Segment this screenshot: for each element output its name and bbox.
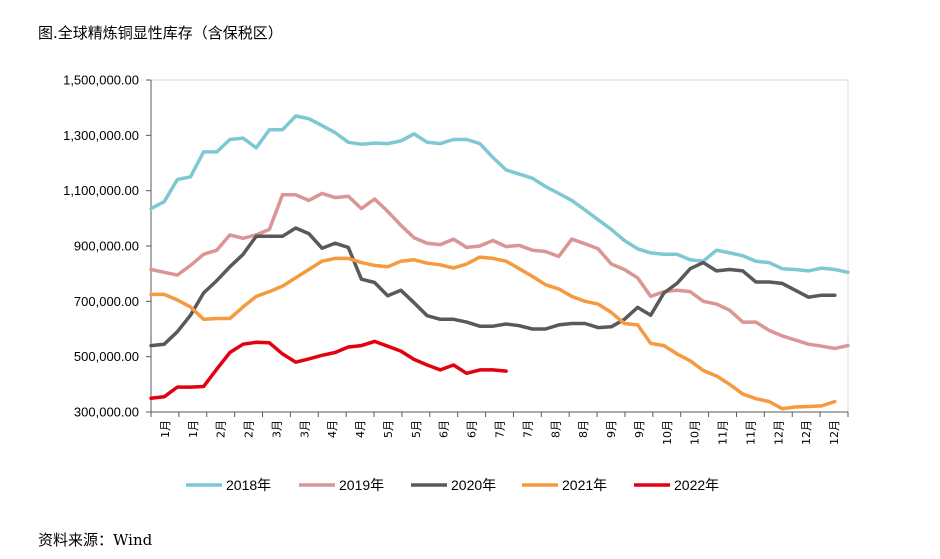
legend-label: 2018年 [226, 477, 271, 493]
x-tick-label: 11月 [717, 420, 730, 445]
series-line-2019年 [149, 191, 850, 351]
x-tick-label: 2月 [243, 420, 256, 438]
x-tick-label: 12月 [800, 420, 813, 445]
series-line-2021年 [149, 255, 837, 411]
x-tick-label: 11月 [744, 420, 757, 445]
series-line-2022年 [149, 339, 508, 400]
x-tick-label: 5月 [410, 420, 423, 438]
x-tick-label: 4月 [354, 420, 367, 438]
x-tick-label: 10月 [689, 420, 702, 445]
y-tick-label: 300,000.00 [74, 405, 139, 420]
x-tick-label: 8月 [549, 420, 562, 438]
x-tick-label: 6月 [466, 420, 479, 438]
y-tick-label: 1,300,000.00 [63, 128, 139, 143]
y-tick-label: 700,000.00 [74, 294, 139, 309]
x-tick-label: 4月 [326, 420, 339, 438]
x-tick-label: 1月 [159, 420, 172, 438]
x-tick-label: 7月 [521, 420, 534, 438]
legend-label: 2021年 [562, 477, 607, 493]
legend-label: 2019年 [339, 477, 384, 493]
plot-area [150, 79, 849, 413]
x-tick-label: 3月 [298, 420, 311, 438]
legend-label: 2020年 [451, 477, 496, 493]
x-tick-label: 1月 [187, 420, 200, 438]
x-tick-label: 7月 [494, 420, 507, 438]
x-tick-label: 9月 [605, 420, 618, 438]
chart-title: 图.全球精炼铜显性库存（含保税区） [38, 24, 283, 42]
x-tick-label: 10月 [661, 420, 674, 445]
y-tick-label: 500,000.00 [74, 349, 139, 364]
series-line-2018年 [149, 114, 850, 275]
x-tick-label: 6月 [438, 420, 451, 438]
y-tick-label: 1,100,000.00 [63, 183, 139, 198]
x-tick-label: 2月 [215, 420, 228, 438]
x-tick-label: 12月 [828, 420, 841, 445]
x-tick-label: 9月 [633, 420, 646, 438]
legend-label: 2022年 [674, 477, 719, 493]
x-tick-label: 12月 [772, 420, 785, 445]
x-tick-label: 8月 [577, 420, 590, 438]
y-tick-label: 1,500,000.00 [63, 73, 139, 88]
source-note: 资料来源：Wind [38, 531, 153, 549]
series-line-2020年 [149, 226, 837, 348]
x-tick-label: 3月 [270, 420, 283, 438]
x-tick-label: 5月 [382, 420, 395, 438]
y-tick-label: 900,000.00 [74, 239, 139, 254]
